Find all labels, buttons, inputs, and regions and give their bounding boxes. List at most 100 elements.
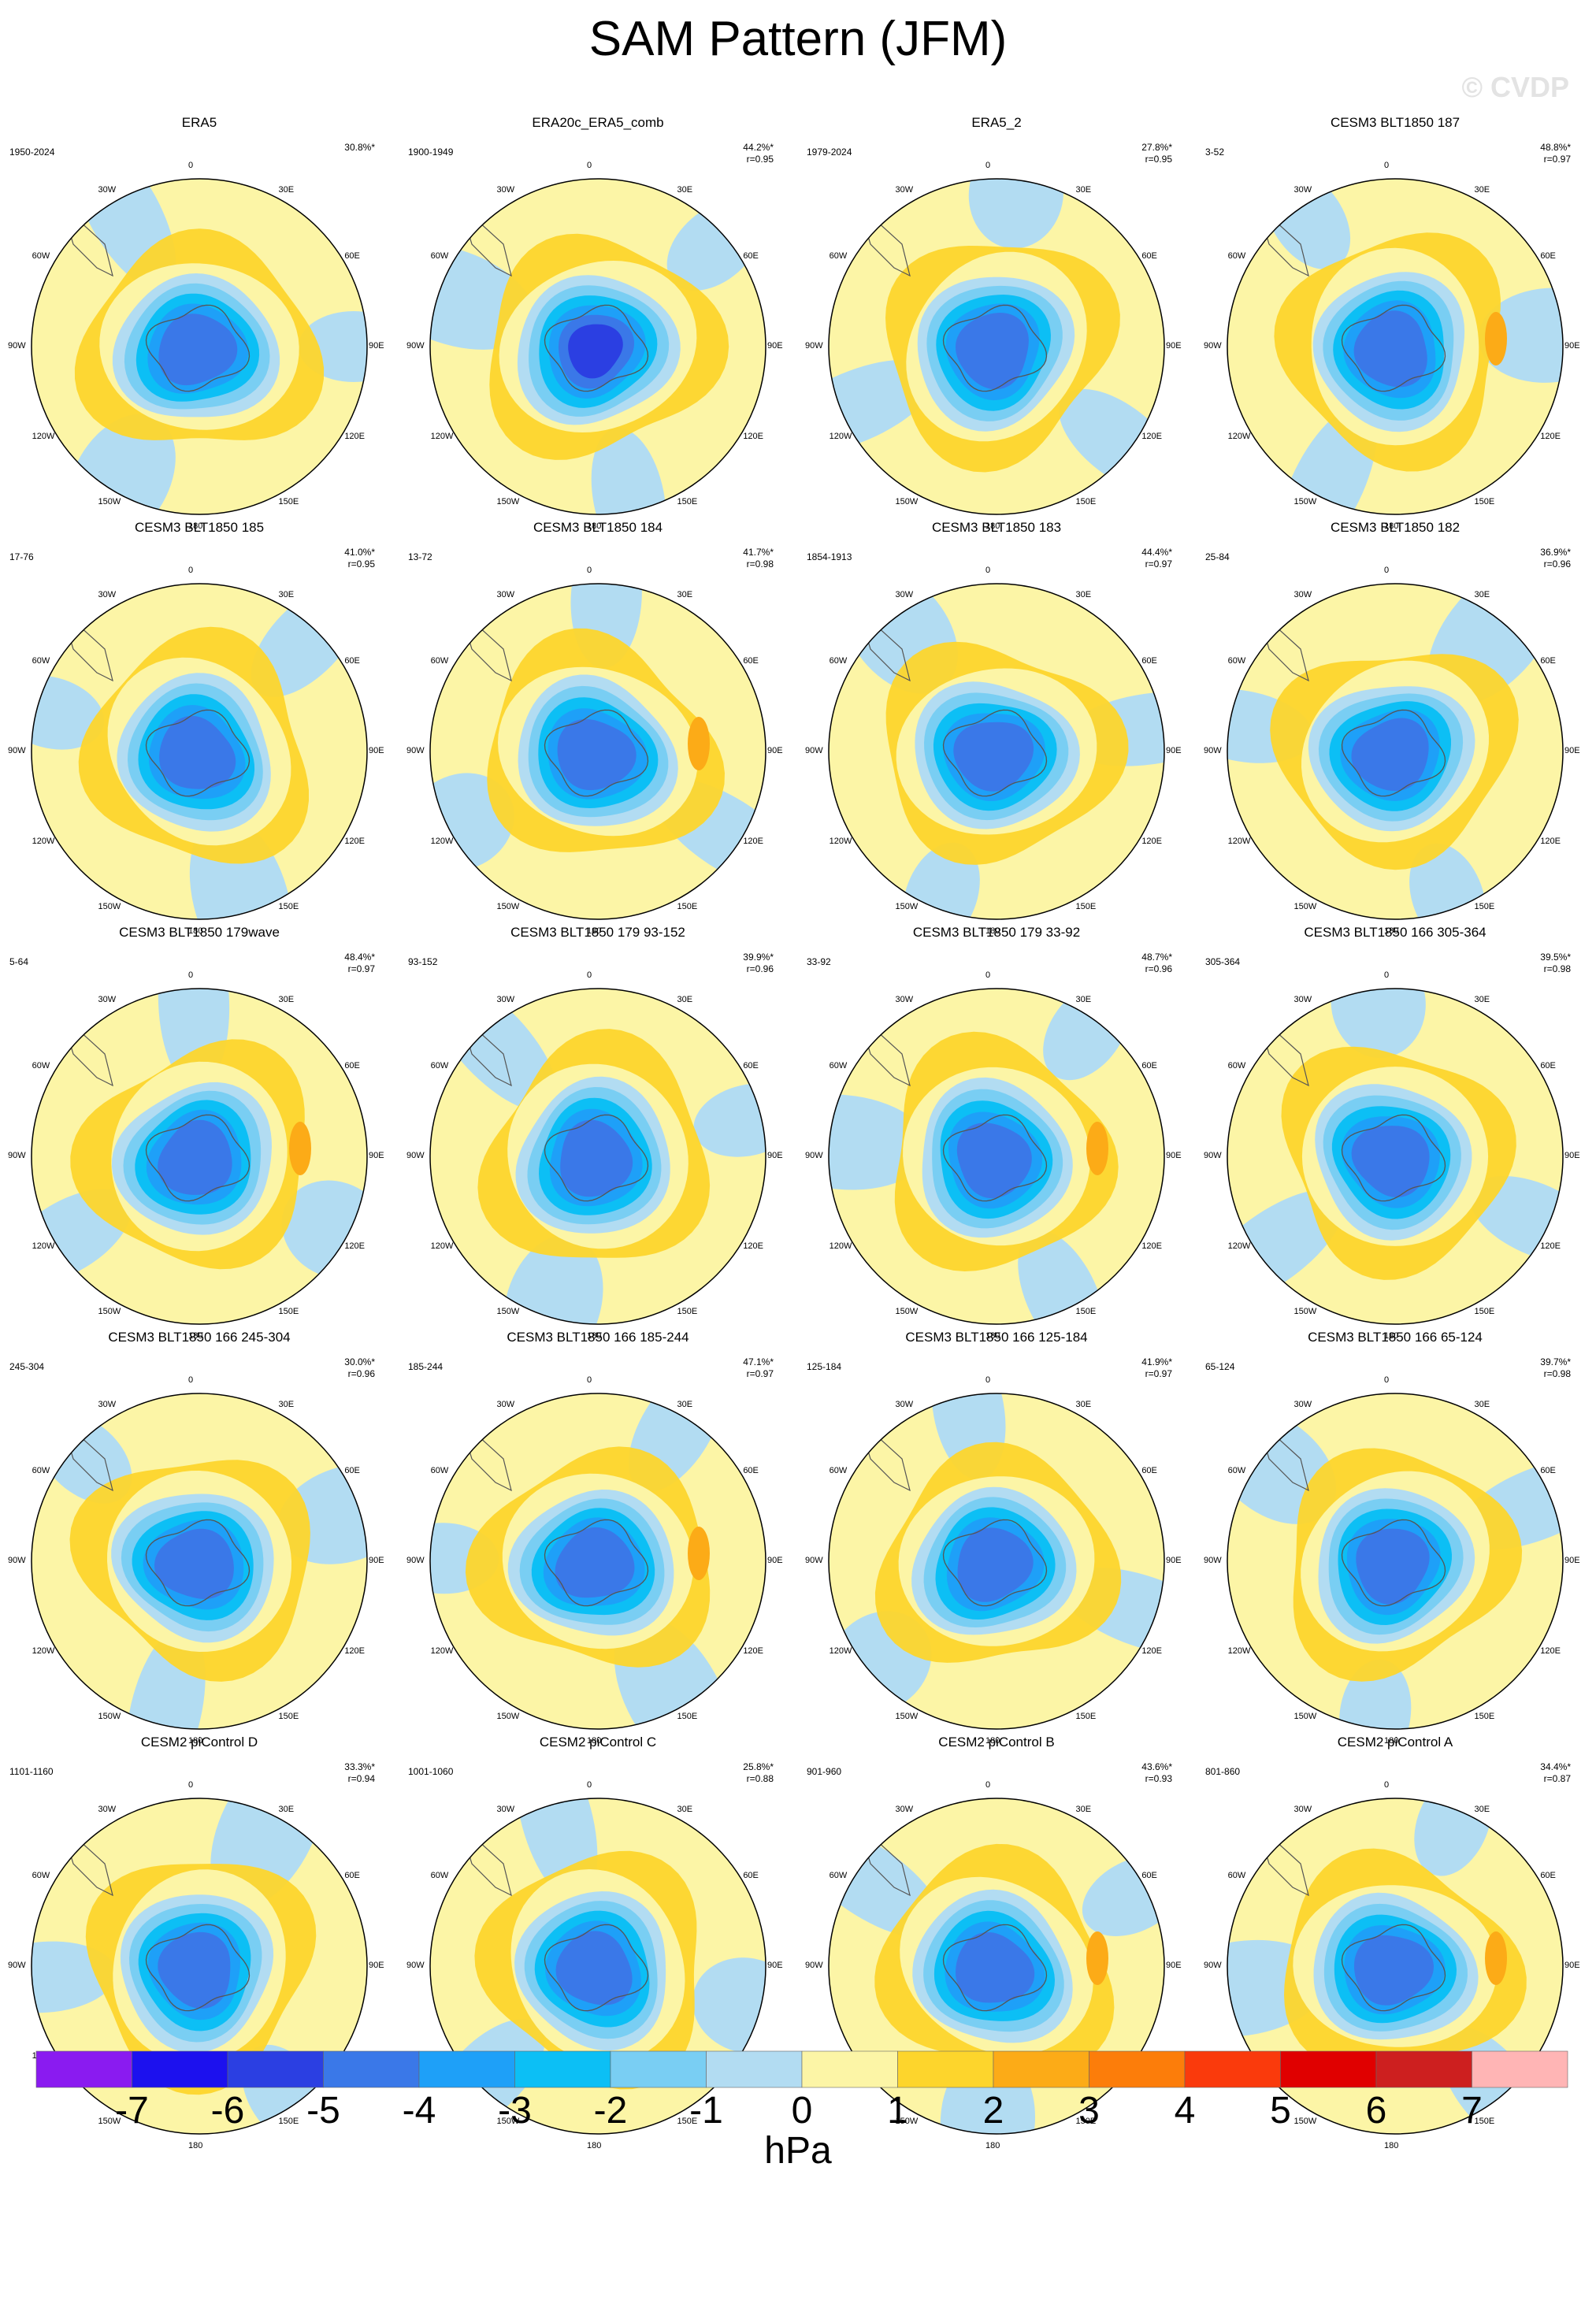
antarctica-outline [145, 1519, 251, 1607]
longitude-label: 0 [587, 566, 592, 575]
contour-level [1354, 1935, 1434, 2006]
colorbar-unit: hPa [764, 2130, 832, 2172]
longitude-label: 120E [1141, 1241, 1163, 1251]
map-border [31, 583, 368, 920]
longitude-label: 90E [369, 1961, 384, 1970]
positive-max [1086, 1122, 1108, 1175]
longitude-label: 90W [406, 341, 425, 351]
longitude-label: 120W [430, 1646, 454, 1656]
panel-variance: 39.9%* r=0.96 [743, 952, 774, 975]
antarctica-outline [544, 304, 649, 392]
longitude-label: 0 [1384, 161, 1390, 170]
longitude-label: 180 [587, 926, 602, 936]
colorbar-swatch [993, 2050, 1089, 2088]
panel-title: CESM3 BLT1850 182 [1330, 520, 1461, 535]
panel-percent: 47.1%* [743, 1356, 774, 1367]
longitude-label: 120E [1540, 836, 1561, 846]
antarctica-outline [145, 1114, 251, 1202]
colorbar-swatch [706, 2050, 803, 2088]
longitude-label: 30E [1075, 994, 1092, 1004]
longitude-label: 0 [1384, 970, 1390, 980]
panel-percent: 48.4%* [344, 952, 375, 963]
longitude-label: 180 [1384, 521, 1399, 531]
longitude-label: 90W [406, 1151, 425, 1160]
map-panel: CESM3 BLT1850 184 13-72 41.7%* r=0.98 0 30E 60… [399, 520, 797, 936]
longitude-label: 90E [369, 1151, 384, 1160]
longitude-label: 90E [369, 746, 384, 755]
panel-correlation: r=0.97 [347, 963, 375, 974]
negative-patch [902, 842, 980, 919]
positive-max [1086, 1931, 1108, 1985]
contour-level [555, 1527, 635, 1598]
longitude-label: 60W [829, 250, 848, 261]
longitude-label: 150W [496, 902, 520, 912]
panel-correlation: r=0.95 [1145, 154, 1172, 165]
longitude-label: 120E [743, 1241, 764, 1251]
longitude-label: 30W [496, 994, 515, 1004]
panel-variance: 44.2%* r=0.95 [743, 142, 774, 165]
colorbar-swatch [897, 2050, 994, 2088]
positive-max [1485, 312, 1507, 365]
panel-percent: 33.3%* [344, 1761, 375, 1772]
longitude-label: 60W [430, 1870, 449, 1880]
colorbar-tick-label: -2 [593, 2090, 628, 2132]
longitude-label: 60W [1227, 1465, 1246, 1475]
panel-correlation: r=0.96 [746, 963, 774, 974]
map-panel: CESM3 BLT1850 166 245-304 245-304 30.0%* r=… [0, 1330, 399, 1746]
longitude-label: 90W [8, 341, 26, 351]
longitude-label: 150W [895, 1307, 919, 1317]
colorbar-tick-label: -7 [115, 2090, 149, 2132]
longitude-label: 90W [805, 1151, 823, 1160]
longitude-label: 180 [985, 2141, 1000, 2150]
panel-title: CESM3 BLT1850 179 33-92 [912, 925, 1081, 940]
longitude-label: 120E [1141, 1646, 1163, 1656]
longitude-label: 60W [829, 1465, 848, 1475]
panel-period: 13-72 [408, 551, 432, 562]
map-panel: CESM3 BLT1850 182 25-84 36.9%* r=0.96 0 30E 60… [1196, 520, 1594, 936]
longitude-label: 60E [743, 655, 759, 666]
longitude-label: 150W [496, 497, 520, 507]
longitude-label: 180 [985, 1736, 1000, 1746]
map-panel: CESM3 BLT1850 187 3-52 48.8%* r=0.97 0 30E 60E… [1196, 115, 1594, 531]
longitude-label: 150E [1075, 1712, 1097, 1722]
panel-variance: 30.8%* [344, 142, 375, 154]
longitude-label: 90W [1204, 746, 1222, 755]
panel-variance: 39.7%* r=0.98 [1540, 1356, 1571, 1380]
panel-period: 1101-1160 [9, 1766, 54, 1777]
longitude-label: 30W [496, 1804, 515, 1814]
negative-patch [503, 1234, 603, 1324]
panel-correlation: r=0.97 [746, 1368, 774, 1379]
colorbar-swatch [418, 2050, 515, 2088]
polar-map [828, 1393, 1165, 1730]
longitude-label: 30W [496, 184, 515, 195]
negative-patch [1469, 1175, 1563, 1263]
longitude-label: 120E [1141, 836, 1163, 846]
colorbar-tick-label: 4 [1174, 2090, 1196, 2132]
panel-correlation: r=0.98 [1543, 963, 1571, 974]
negative-patch [515, 1798, 598, 1902]
longitude-label: 30E [278, 184, 295, 195]
polar-map [429, 178, 766, 515]
panel-correlation: r=0.94 [347, 1773, 375, 1784]
longitude-label: 120E [344, 1646, 366, 1656]
longitude-label: 60E [1540, 655, 1556, 666]
longitude-label: 120W [32, 1646, 55, 1656]
longitude-label: 60W [1227, 1870, 1246, 1880]
panel-variance: 33.3%* r=0.94 [344, 1761, 375, 1785]
longitude-label: 180 [587, 2141, 602, 2150]
map-panel: CESM3 BLT1850 166 305-364 305-364 39.5%* r=… [1196, 925, 1594, 1341]
longitude-label: 30W [1294, 1804, 1312, 1814]
longitude-label: 150E [1474, 1712, 1495, 1722]
longitude-label: 30E [278, 1804, 295, 1814]
longitude-label: 180 [985, 1331, 1000, 1341]
longitude-label: 30W [895, 184, 914, 195]
longitude-label: 150W [1294, 902, 1317, 912]
panel-variance: 25.8%* r=0.88 [743, 1761, 774, 1785]
panel-variance: 48.4%* r=0.97 [344, 952, 375, 975]
longitude-label: 150E [278, 1307, 299, 1317]
longitude-label: 90W [805, 341, 823, 351]
longitude-label: 150W [98, 1712, 121, 1722]
map-border [828, 988, 1165, 1325]
panel-correlation: r=0.95 [746, 154, 774, 165]
map-border [1227, 583, 1564, 920]
